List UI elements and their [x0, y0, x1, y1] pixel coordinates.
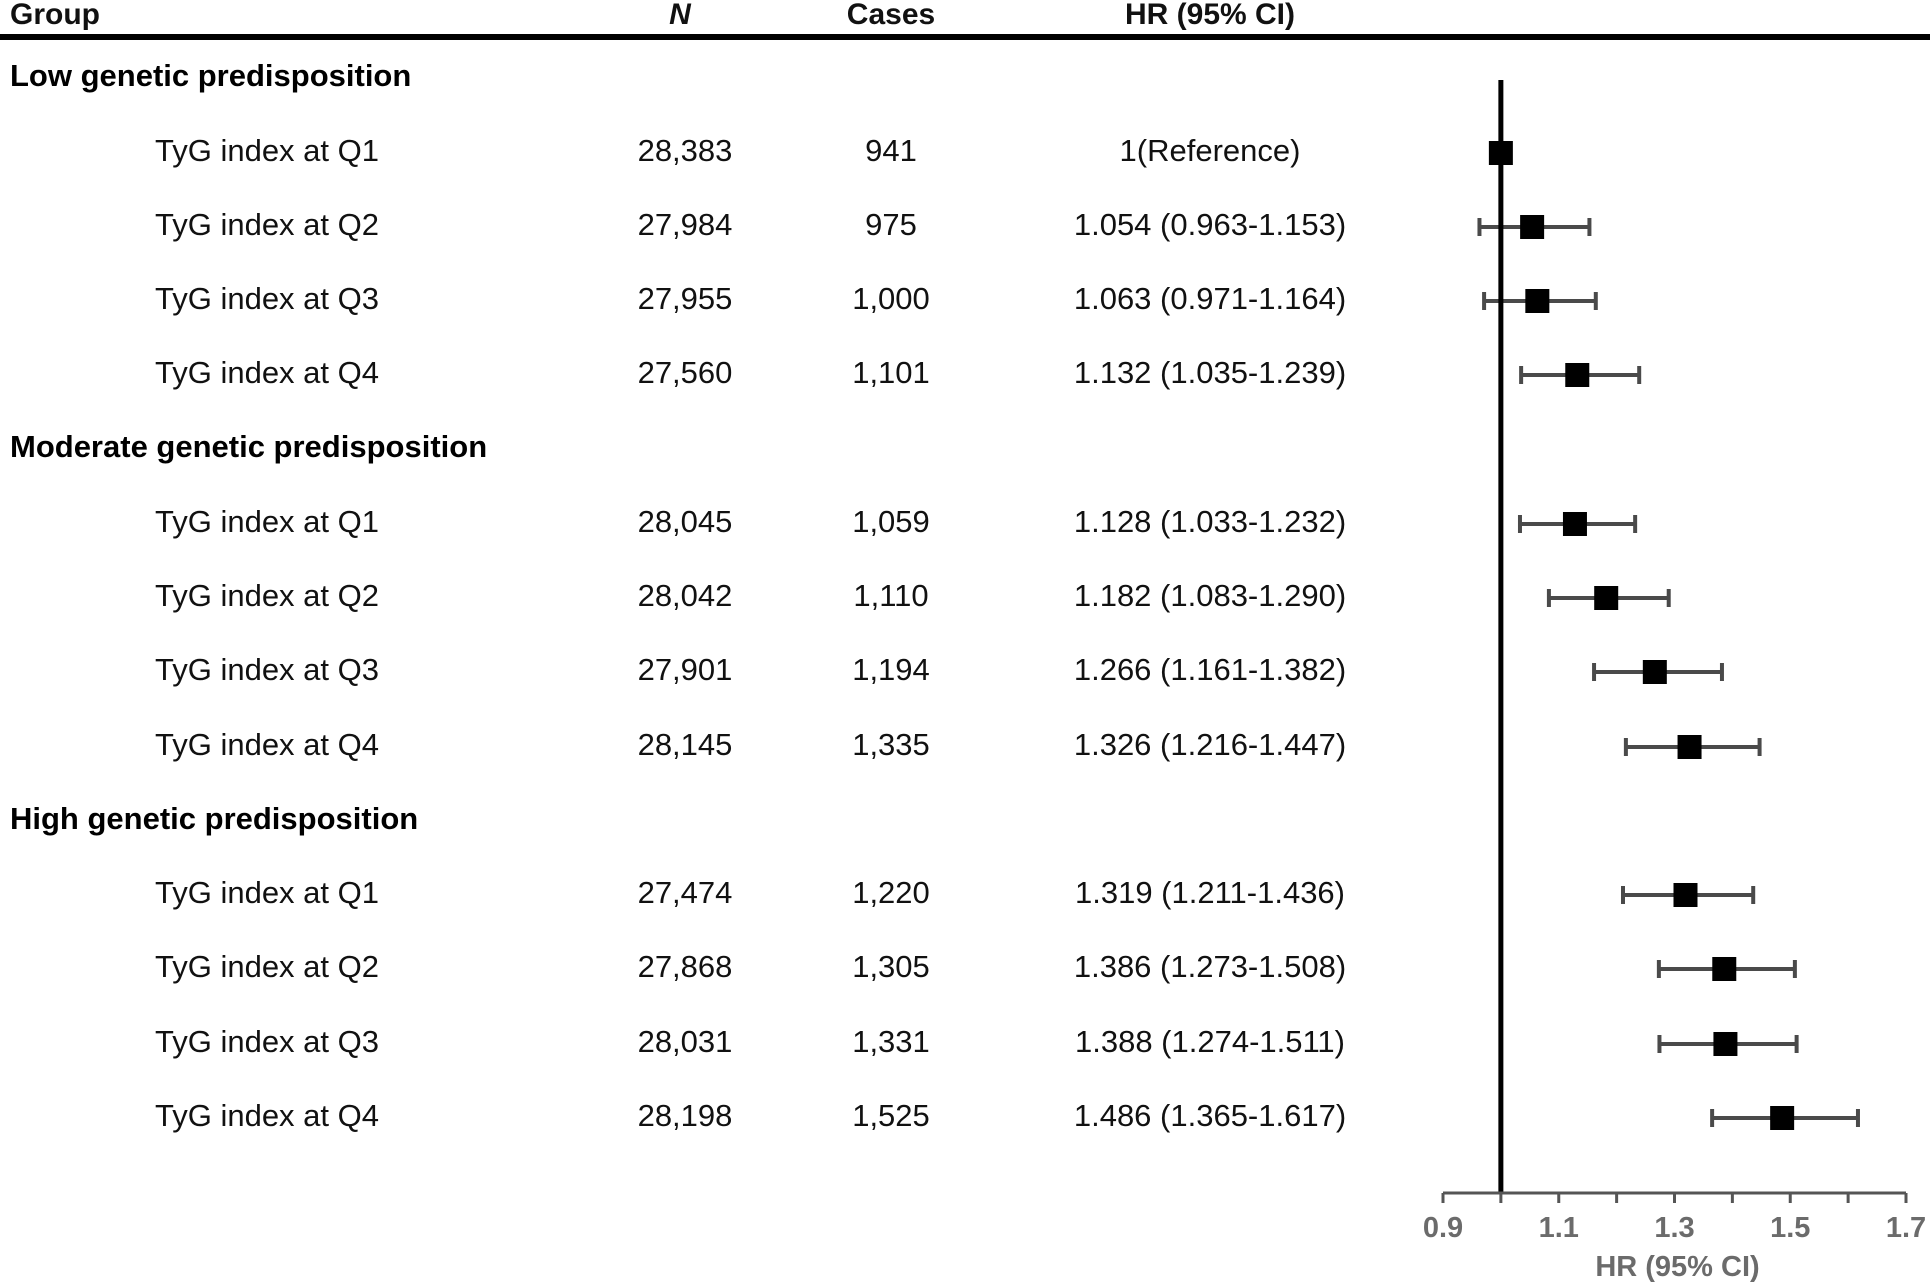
x-tick-label: 1.3 [1654, 1212, 1694, 1244]
row-hr: 1.388 (1.274-1.511) [1074, 1024, 1345, 1059]
header-cases: Cases [846, 0, 936, 31]
x-tick-label: 1.1 [1539, 1212, 1579, 1244]
hr-marker [1565, 363, 1590, 387]
header-rule [0, 34, 1930, 40]
row-cases: 1,194 [852, 652, 930, 687]
row-n: 27,901 [637, 652, 733, 687]
hr-marker [1520, 215, 1545, 239]
row-hr: 1(Reference) [1119, 133, 1301, 168]
group-title-moderate: Moderate genetic predisposition [10, 429, 488, 464]
row-label: TyG index at Q1 [155, 504, 379, 539]
row-hr: 1.486 (1.365-1.617) [1073, 1098, 1347, 1133]
header-n: N [669, 0, 691, 31]
row-hr: 1.128 (1.033-1.232) [1073, 504, 1347, 539]
row-hr: 1.063 (0.971-1.164) [1073, 281, 1347, 316]
hr-marker [1594, 586, 1619, 610]
row-n: 28,383 [637, 133, 733, 168]
row-label: TyG index at Q3 [155, 1024, 379, 1059]
row-label: TyG index at Q3 [155, 652, 379, 687]
row-hr: 1.054 (0.963-1.153) [1073, 207, 1347, 242]
row-cases: 941 [865, 133, 917, 168]
row-hr: 1.386 (1.273-1.508) [1073, 949, 1347, 984]
hr-marker [1642, 660, 1667, 684]
row-n: 27,955 [637, 281, 733, 316]
group-title-high: High genetic predisposition [10, 801, 419, 836]
group-title-low: Low genetic predisposition [10, 58, 412, 93]
hr-marker [1525, 289, 1550, 313]
hr-marker [1712, 957, 1737, 981]
row-hr: 1.182 (1.083-1.290) [1073, 578, 1347, 613]
row-cases: 975 [865, 207, 917, 242]
row-label: TyG index at Q1 [155, 133, 379, 168]
hr-marker [1562, 512, 1587, 536]
row-n: 27,560 [637, 355, 733, 390]
hr-marker [1770, 1106, 1795, 1130]
row-label: TyG index at Q2 [155, 949, 379, 984]
row-hr: 1.132 (1.035-1.239) [1073, 355, 1347, 390]
row-cases: 1,110 [853, 578, 929, 613]
row-n: 28,042 [637, 578, 733, 613]
row-n: 28,031 [637, 1024, 733, 1059]
row-label: TyG index at Q2 [155, 578, 379, 613]
row-cases: 1,335 [852, 727, 930, 762]
row-n: 27,868 [637, 949, 733, 984]
row-hr: 1.266 (1.161-1.382) [1073, 652, 1347, 687]
row-cases: 1,331 [852, 1024, 930, 1059]
hr-marker [1713, 1032, 1738, 1056]
hr-marker [1673, 883, 1698, 907]
row-n: 28,198 [637, 1098, 733, 1133]
row-cases: 1,000 [852, 281, 930, 316]
row-n: 28,045 [637, 504, 733, 539]
row-label: TyG index at Q4 [155, 1098, 379, 1133]
row-label: TyG index at Q2 [155, 207, 379, 242]
row-label: TyG index at Q1 [155, 875, 379, 910]
row-cases: 1,305 [852, 949, 930, 984]
row-label: TyG index at Q3 [155, 281, 379, 316]
row-cases: 1,525 [852, 1098, 930, 1133]
header-group: Group [10, 0, 100, 31]
x-axis-label: HR (95% CI) [1595, 1251, 1759, 1283]
row-n: 27,474 [637, 875, 733, 910]
row-label: TyG index at Q4 [155, 355, 379, 390]
header-hr: HR (95% CI) [1124, 0, 1296, 31]
row-cases: 1,059 [852, 504, 930, 539]
row-hr: 1.326 (1.216-1.447) [1073, 727, 1347, 762]
row-cases: 1,101 [852, 355, 930, 390]
row-label: TyG index at Q4 [155, 727, 379, 762]
x-tick-label: 1.5 [1770, 1212, 1810, 1244]
hr-marker [1677, 735, 1702, 759]
row-cases: 1,220 [852, 875, 930, 910]
x-tick-label: 0.9 [1423, 1212, 1463, 1244]
row-n: 27,984 [637, 207, 733, 242]
x-tick-label: 1.7 [1886, 1212, 1926, 1244]
row-n: 28,145 [637, 727, 733, 762]
hr-marker [1488, 141, 1513, 165]
row-hr: 1.319 (1.211-1.436) [1074, 875, 1345, 910]
